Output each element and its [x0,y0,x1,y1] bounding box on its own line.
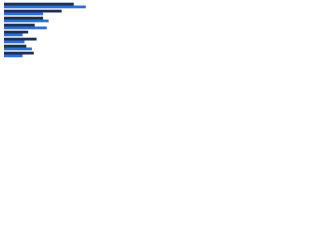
bar [4,47,32,51]
bar [4,19,49,23]
bar [4,37,37,41]
bar [4,51,34,55]
bar [4,5,86,9]
bar [4,30,29,34]
bar [4,44,27,48]
page: {"chart_data": {"type": "bar", "orientat… [0,0,100,71]
bar [4,9,62,13]
bar [4,12,44,16]
bar [4,54,23,58]
bar [4,26,47,30]
chart [4,2,86,58]
bar [4,33,23,37]
bar [4,40,25,44]
bar [4,23,35,27]
bar [4,16,44,20]
bar [4,2,74,6]
